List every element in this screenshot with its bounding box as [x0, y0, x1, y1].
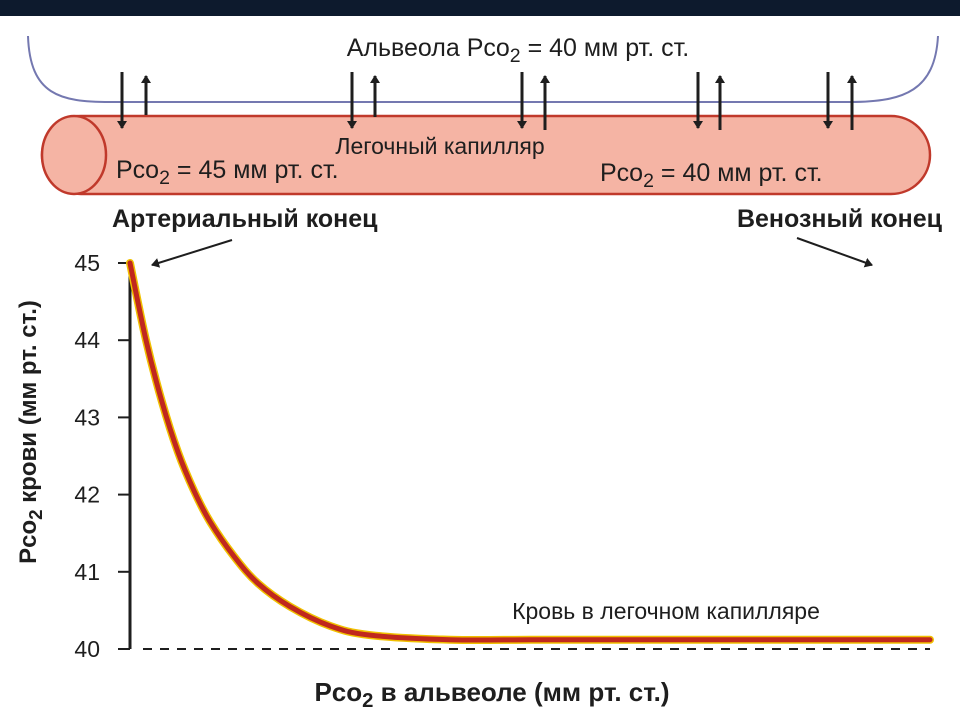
series-line-outline: [126, 259, 934, 645]
venous-end-label: Венозный конец: [737, 205, 943, 233]
y-axis-label: Pco2 крови (мм рт. ст.): [15, 300, 46, 564]
top-bar: [0, 0, 960, 16]
y-ticks: 40 41 42 43 44 45: [74, 250, 130, 662]
venous-pointer-arrow: [796, 237, 873, 268]
alveolus-label: Альвеола Pco2 = 40 мм рт. ст.: [347, 34, 690, 67]
diffusion-arrows: [117, 72, 857, 130]
alveolus-membrane: [27, 35, 939, 103]
arterial-end-label: Артериальный конец: [112, 205, 378, 233]
x-axis-label: Pco2 в альвеоле (мм рт. ст.): [314, 677, 669, 712]
y-tick-label: 42: [74, 482, 100, 508]
y-tick-label: 41: [74, 559, 100, 585]
y-tick-label: 45: [74, 250, 100, 276]
y-tick-label: 44: [74, 327, 100, 353]
venous-pco2-label: Pco2 = 40 мм рт. ст.: [600, 159, 823, 192]
arterial-pointer-arrow: [151, 239, 233, 268]
series-label: Кровь в легочном капилляре: [512, 598, 820, 624]
series-line: [127, 260, 933, 643]
arterial-pco2-label: Pco2 = 45 мм рт. ст.: [116, 156, 339, 189]
capillary-name: Легочный капилляр: [335, 133, 544, 159]
capillary-opening: [40, 114, 108, 196]
y-tick-label: 43: [74, 404, 100, 430]
y-tick-label: 40: [74, 636, 100, 662]
